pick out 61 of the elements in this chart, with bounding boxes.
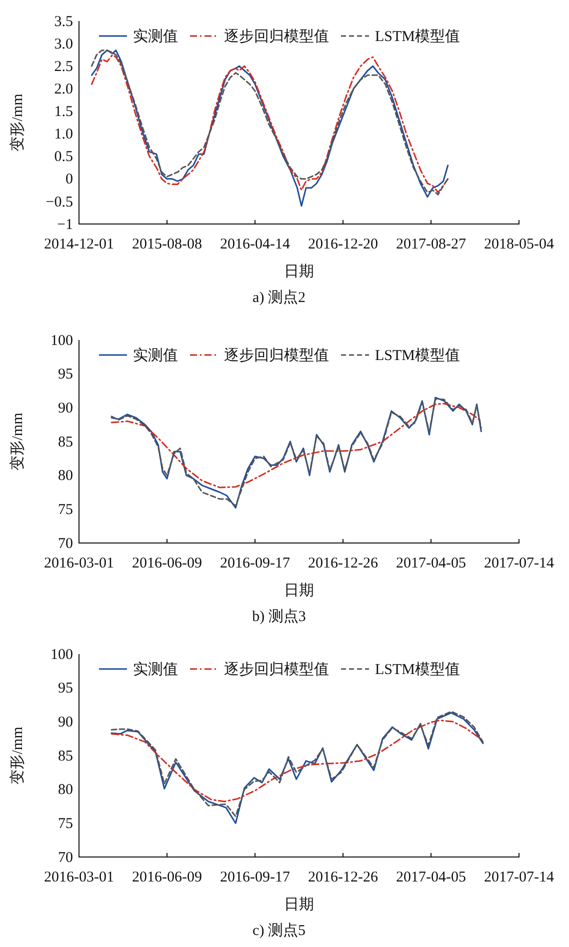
legend-label: 实测值	[133, 347, 178, 364]
y-tick-label: 1.0	[54, 126, 73, 143]
x-tick-label: 2016-09-17	[220, 870, 290, 886]
x-tick-label: 2017-04-05	[396, 870, 466, 886]
y-tick-label: 2.0	[54, 81, 73, 98]
y-tick-label: 85	[58, 434, 73, 450]
x-tick-label: 2018-05-04	[484, 236, 554, 253]
y-tick-label: 90	[58, 714, 73, 730]
y-tick-label: 3.0	[54, 36, 73, 52]
y-tick-label: 75	[58, 816, 73, 832]
y-tick-label: 100	[50, 646, 73, 663]
y-tick-label: 100	[50, 332, 73, 349]
y-tick-label: −1	[57, 216, 73, 233]
legend-label: LSTM模型值	[375, 28, 460, 45]
x-tick-label: 2015-08-08	[132, 236, 202, 253]
y-tick-label: 95	[58, 680, 73, 697]
y-axis-title: 变形/mm	[9, 412, 26, 470]
y-axis-title: 变形/mm	[9, 726, 26, 784]
line-series	[110, 402, 482, 488]
y-tick-label: 0	[66, 172, 73, 188]
y-tick-label: 70	[58, 536, 73, 552]
y-tick-label: 3.5	[54, 14, 73, 30]
y-tick-label: 1.5	[54, 104, 73, 120]
legend-label: LSTM模型值	[375, 661, 460, 678]
x-tick-label: 2016-06-09	[132, 556, 202, 572]
legend-label: LSTM模型值	[375, 347, 460, 364]
y-tick-label: 95	[58, 366, 73, 383]
y-tick-label: 75	[58, 502, 73, 518]
legend-label: 实测值	[133, 661, 178, 678]
x-tick-label: 2016-04-14	[220, 236, 290, 253]
x-tick-label: 2016-12-26	[308, 556, 378, 572]
x-tick-label: 2016-12-26	[308, 870, 378, 886]
x-axis-title: 日期	[284, 582, 314, 599]
legend-label: 逐步回归模型值	[224, 347, 329, 364]
x-tick-label: 2017-08-27	[396, 236, 466, 253]
x-tick-label: 2017-07-14	[484, 870, 554, 886]
text: b) 测点3	[252, 608, 306, 625]
legend-label: 逐步回归模型值	[224, 28, 329, 45]
y-tick-label: 85	[58, 748, 73, 764]
y-axis-title: 变形/mm	[9, 93, 26, 152]
x-axis-title: 日期	[284, 263, 314, 280]
text: c) 测点5	[252, 922, 306, 939]
x-tick-label: 2017-07-14	[484, 556, 554, 572]
y-tick-label: 90	[58, 400, 73, 416]
x-tick-label: 2014-12-01	[44, 236, 114, 253]
y-tick-label: 2.5	[54, 58, 73, 75]
x-tick-label: 2016-03-01	[44, 870, 114, 886]
x-tick-label: 2017-04-05	[396, 556, 466, 572]
x-tick-label: 2016-03-01	[44, 556, 114, 572]
legend-label: 逐步回归模型值	[224, 661, 329, 678]
y-tick-label: 70	[58, 850, 73, 866]
x-tick-label: 2016-09-17	[220, 556, 290, 572]
y-tick-label: 80	[58, 782, 73, 798]
y-tick-label: 0.5	[54, 149, 73, 166]
y-tick-label: 80	[58, 468, 73, 484]
x-tick-label: 2016-12-20	[308, 236, 378, 253]
legend-label: 实测值	[133, 28, 178, 45]
text: a) 测点2	[252, 289, 306, 306]
y-tick-label: −0.5	[46, 194, 73, 210]
x-tick-label: 2016-06-09	[132, 870, 202, 886]
x-axis-title: 日期	[284, 896, 314, 913]
